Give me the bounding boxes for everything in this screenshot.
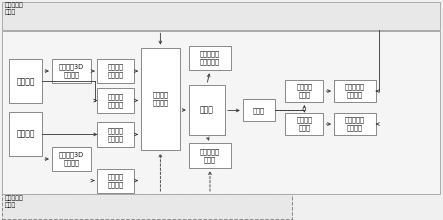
Bar [285, 113, 323, 135]
Text: 各向同性3D
参考图像: 各向同性3D 参考图像 [59, 64, 84, 78]
Bar [97, 59, 134, 83]
Bar [189, 46, 231, 70]
Text: 子块划分
位置编码: 子块划分 位置编码 [108, 93, 124, 108]
Text: 重采样: 重采样 [253, 107, 265, 114]
Bar [52, 147, 91, 171]
Bar [141, 48, 180, 150]
Bar [243, 99, 275, 121]
Bar [2, 2, 440, 30]
Text: 形变场复合
自的束损失: 形变场复合 自的束损失 [200, 51, 220, 65]
Text: 图像相似性
损度损失: 图像相似性 损度损失 [345, 84, 365, 98]
Bar [97, 122, 134, 147]
Bar [2, 31, 440, 194]
Bar [334, 80, 376, 102]
Bar [9, 112, 42, 156]
Text: 图像相似性
损度损失: 图像相似性 损度损失 [345, 117, 365, 131]
Text: 配准后标
注图像: 配准后标 注图像 [296, 117, 312, 131]
Text: 指定解剖结
构标注: 指定解剖结 构标注 [4, 195, 23, 208]
Text: 子块划分
位置编码: 子块划分 位置编码 [108, 127, 124, 142]
Text: 子块划分
位置编码: 子块划分 位置编码 [108, 173, 124, 188]
Text: 子块划分
位置编码: 子块划分 位置编码 [108, 64, 124, 78]
Text: 参考图像: 参考图像 [16, 77, 35, 86]
Bar [189, 143, 231, 168]
Bar [97, 88, 134, 113]
Text: 各向同性3D
移动图像: 各向同性3D 移动图像 [59, 152, 84, 166]
Bar [334, 113, 376, 135]
Text: 移动图像: 移动图像 [16, 130, 35, 139]
Text: 配准后移
动图像: 配准后移 动图像 [296, 84, 312, 98]
Bar [9, 59, 42, 103]
Bar [189, 85, 225, 135]
Bar [285, 80, 323, 102]
Text: 形变场连续
性损失: 形变场连续 性损失 [200, 148, 220, 163]
Text: 图像配准
网络模型: 图像配准 网络模型 [152, 92, 168, 106]
Text: 形变场: 形变场 [200, 106, 214, 114]
Bar [52, 59, 91, 83]
Bar [2, 194, 292, 219]
Bar [97, 169, 134, 193]
Text: 指定解剖结
构标注: 指定解剖结 构标注 [4, 2, 23, 15]
